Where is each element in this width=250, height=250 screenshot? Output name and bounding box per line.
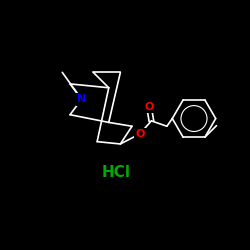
Text: O: O (144, 102, 154, 112)
Text: O: O (135, 129, 144, 139)
Text: HCl: HCl (102, 165, 131, 180)
Text: N: N (77, 94, 86, 104)
